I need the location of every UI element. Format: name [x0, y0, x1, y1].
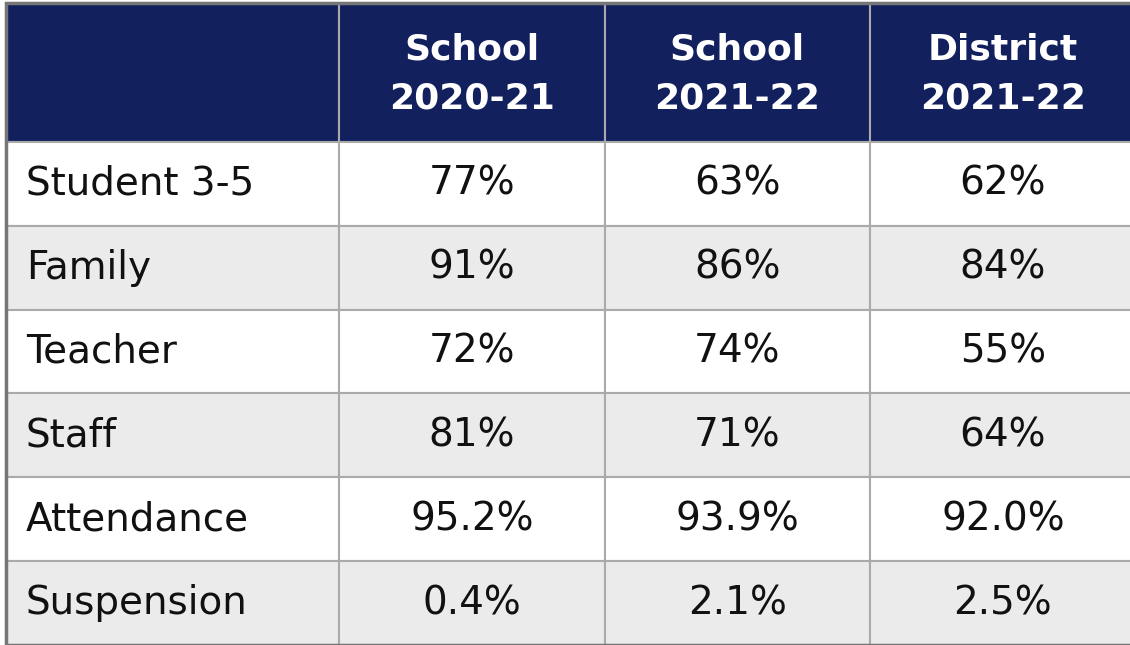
- Bar: [339, 477, 605, 561]
- Bar: [870, 310, 1130, 393]
- Bar: [6, 393, 339, 477]
- Text: 91%: 91%: [428, 249, 515, 286]
- Bar: [870, 393, 1130, 477]
- Bar: [339, 561, 605, 645]
- Text: 63%: 63%: [694, 165, 781, 203]
- Bar: [605, 477, 870, 561]
- Bar: [605, 561, 870, 645]
- Text: School: School: [670, 33, 805, 67]
- Bar: [6, 142, 339, 226]
- Text: 64%: 64%: [959, 417, 1046, 454]
- Bar: [339, 393, 605, 477]
- Text: 2021-22: 2021-22: [920, 81, 1086, 115]
- Text: 77%: 77%: [428, 165, 515, 203]
- Bar: [339, 310, 605, 393]
- Text: Suspension: Suspension: [26, 584, 247, 622]
- Text: Student 3-5: Student 3-5: [26, 165, 254, 203]
- Text: 93.9%: 93.9%: [676, 501, 799, 538]
- Bar: [605, 226, 870, 310]
- Text: 92.0%: 92.0%: [941, 501, 1064, 538]
- Text: 74%: 74%: [694, 333, 781, 370]
- Bar: [605, 142, 870, 226]
- Text: School: School: [405, 33, 539, 67]
- Bar: [605, 393, 870, 477]
- Text: 2021-22: 2021-22: [654, 81, 820, 115]
- Text: Attendance: Attendance: [26, 501, 249, 538]
- Bar: [605, 310, 870, 393]
- Text: 2020-21: 2020-21: [389, 81, 555, 115]
- Bar: [870, 561, 1130, 645]
- Text: 2.5%: 2.5%: [954, 584, 1052, 622]
- Bar: [6, 310, 339, 393]
- Text: 71%: 71%: [694, 417, 781, 454]
- Text: Staff: Staff: [26, 417, 118, 454]
- Bar: [870, 226, 1130, 310]
- Bar: [6, 226, 339, 310]
- Bar: [6, 561, 339, 645]
- Bar: [605, 3, 870, 142]
- Bar: [870, 142, 1130, 226]
- Text: 86%: 86%: [694, 249, 781, 286]
- Bar: [339, 226, 605, 310]
- Text: 81%: 81%: [428, 417, 515, 454]
- Text: 95.2%: 95.2%: [410, 501, 533, 538]
- Text: District: District: [928, 33, 1078, 67]
- Bar: [870, 3, 1130, 142]
- Text: Teacher: Teacher: [26, 333, 177, 370]
- Bar: [870, 477, 1130, 561]
- Text: 0.4%: 0.4%: [423, 584, 521, 622]
- Bar: [6, 477, 339, 561]
- Bar: [339, 142, 605, 226]
- Text: 72%: 72%: [428, 333, 515, 370]
- Text: 62%: 62%: [959, 165, 1046, 203]
- Text: 84%: 84%: [959, 249, 1046, 286]
- Bar: [339, 3, 605, 142]
- Text: Family: Family: [26, 249, 151, 286]
- Text: 55%: 55%: [959, 333, 1046, 370]
- Text: 2.1%: 2.1%: [688, 584, 786, 622]
- Bar: [6, 3, 339, 142]
